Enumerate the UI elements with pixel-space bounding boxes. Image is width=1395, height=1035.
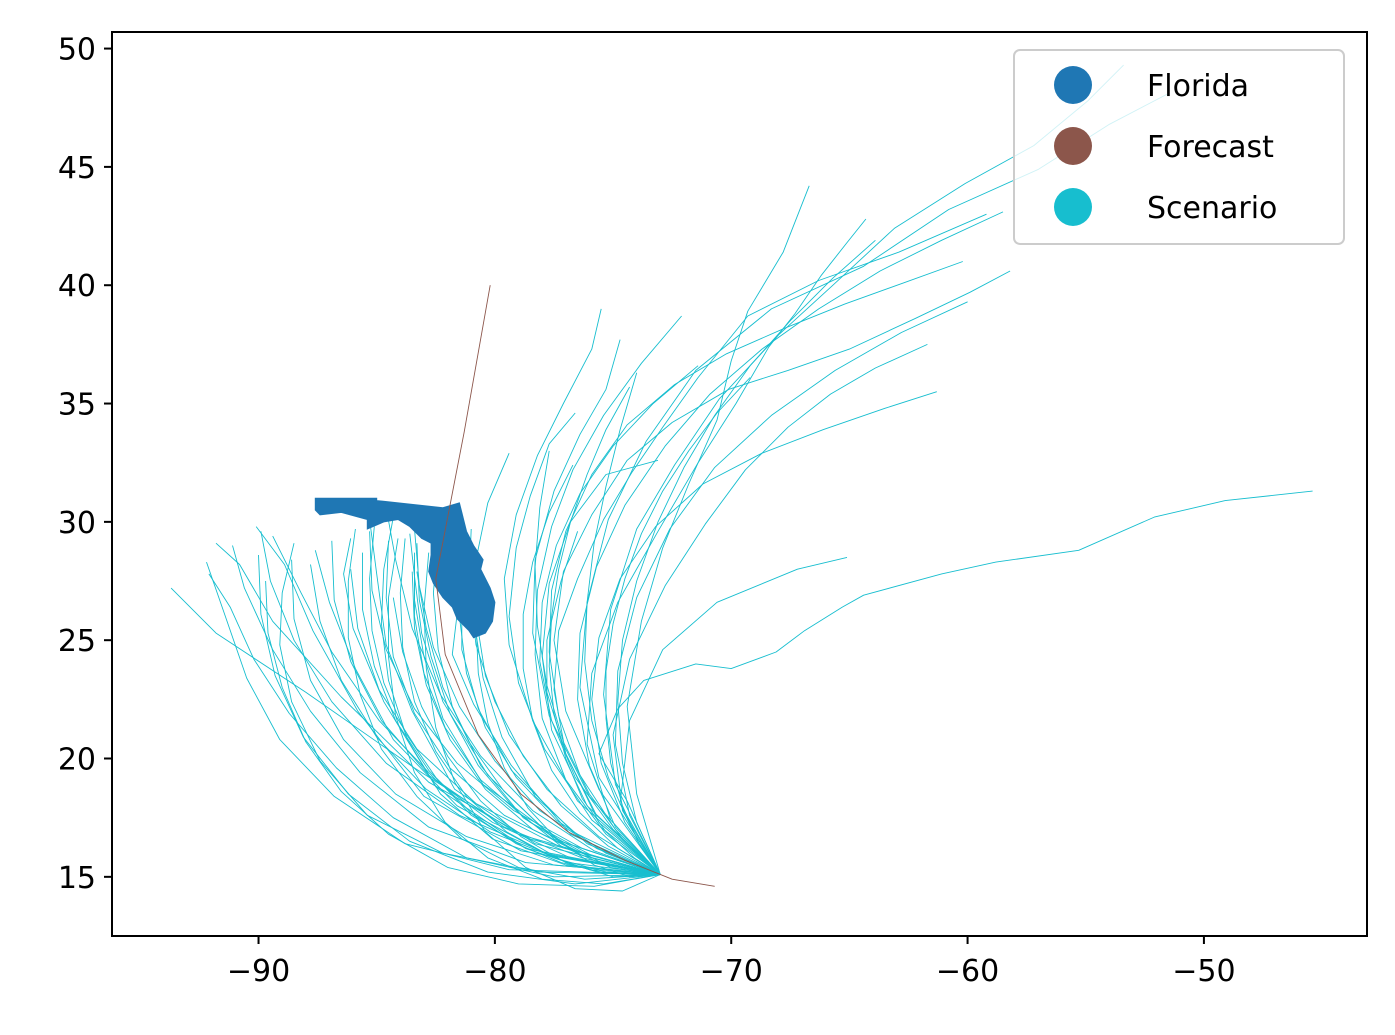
y-tick-label: 40	[58, 269, 96, 304]
scenario-track	[612, 343, 928, 875]
scenario-track	[539, 365, 699, 875]
y-tick-label: 20	[58, 743, 96, 778]
legend-label-scenario: Scenario	[1147, 191, 1277, 226]
scenario-track	[605, 377, 751, 875]
scenario-track	[208, 573, 661, 878]
x-tick-label: −70	[700, 954, 763, 989]
scenario-track	[170, 587, 661, 875]
scenario-track	[626, 185, 810, 875]
x-axis: −90 −80 −70 −60 −50	[227, 936, 1236, 989]
x-tick-label: −50	[1172, 954, 1235, 989]
legend-marker-forecast	[1054, 127, 1092, 165]
y-tick-label: 45	[58, 151, 96, 186]
scenario-track	[414, 528, 661, 875]
legend-marker-scenario	[1054, 188, 1092, 226]
scenario-track	[416, 543, 661, 875]
forecast-track	[435, 285, 715, 887]
scenario-track	[617, 239, 876, 875]
legend-marker-florida	[1054, 66, 1092, 104]
florida-polygon	[314, 497, 496, 639]
scenario-track	[255, 526, 661, 875]
axes-frame	[111, 31, 1368, 937]
scenario-track	[473, 453, 661, 875]
legend-box	[1013, 49, 1345, 245]
scenario-track	[369, 526, 661, 875]
scenario-track	[534, 450, 661, 875]
scenario-track	[260, 531, 661, 875]
scenario-track	[548, 386, 661, 875]
scenario-track	[369, 519, 661, 875]
legend: Florida Forecast Scenario	[1013, 49, 1345, 245]
scenario-track	[614, 301, 968, 875]
scenario-track	[232, 545, 661, 875]
y-tick-label: 30	[58, 506, 96, 541]
scenario-tracks	[170, 64, 1313, 892]
legend-label-florida: Florida	[1147, 69, 1249, 104]
scenario-track	[584, 372, 661, 875]
scenario-track	[388, 538, 661, 885]
y-tick-label: 25	[58, 624, 96, 659]
scenario-track	[458, 562, 661, 875]
scenario-track	[215, 542, 661, 875]
scenario-track	[310, 564, 661, 875]
scenario-track	[541, 459, 661, 875]
y-tick-label: 35	[58, 388, 96, 423]
legend-label-forecast: Forecast	[1147, 130, 1274, 165]
scenario-track	[503, 308, 661, 875]
scenario-track	[411, 571, 661, 875]
scenario-track	[206, 561, 661, 875]
scenario-track	[392, 597, 661, 878]
scenario-track	[423, 552, 661, 892]
scenario-track	[331, 540, 661, 875]
scenario-track	[508, 412, 661, 875]
scenario-track	[265, 580, 661, 887]
scenario-track	[399, 538, 661, 875]
scenario-track	[258, 554, 661, 885]
scenario-track	[553, 270, 1011, 875]
scenario-track	[532, 339, 661, 875]
x-tick-label: −60	[936, 954, 999, 989]
scenario-track	[598, 490, 1313, 875]
scenario-track	[591, 391, 937, 875]
scenario-track	[291, 559, 661, 875]
scenario-track	[548, 261, 963, 875]
scenario-track	[534, 315, 682, 875]
scenario-track	[522, 464, 661, 875]
x-tick-label: −90	[227, 954, 290, 989]
y-tick-label: 15	[58, 861, 96, 896]
scenario-track	[461, 597, 661, 875]
y-axis: 15 20 25 30 35 40 45 50	[58, 33, 112, 896]
scenario-track	[577, 211, 1004, 875]
scenario-track	[380, 517, 661, 875]
y-tick-label: 50	[58, 33, 96, 68]
scenario-track	[369, 531, 661, 875]
scenario-track	[414, 559, 661, 875]
forecast-track-group	[435, 285, 715, 887]
x-tick-label: −80	[463, 954, 526, 989]
